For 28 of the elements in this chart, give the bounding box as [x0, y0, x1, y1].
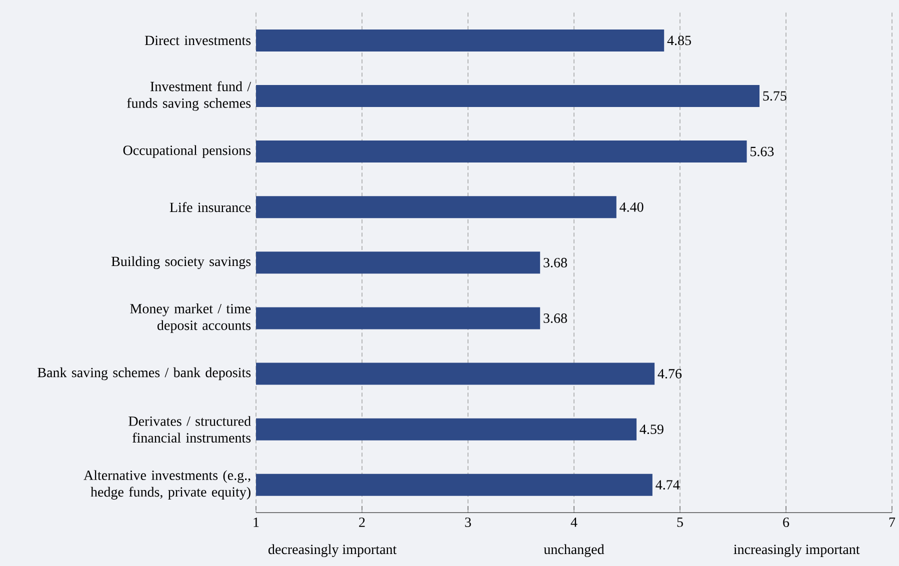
- y-tick-label: Money market / time deposit accounts: [130, 304, 251, 333]
- x-tick-label: 5: [677, 518, 683, 527]
- x-tick-label: 4: [570, 518, 578, 527]
- x-tick-label: 3: [465, 518, 471, 528]
- y-tick-label: Investment fund / funds saving schemes: [127, 81, 252, 111]
- y-tick-label: Life insurance: [170, 202, 251, 212]
- x-tick-label: 2: [359, 518, 365, 527]
- y-tick-label: Occupational pensions: [123, 145, 251, 158]
- y-tick-label: Derivates / structured financial instruments: [128, 416, 251, 443]
- y-tick-label: Alternative investments (e.g., hedge funds, private equity): [84, 470, 250, 500]
- data-label: 4.74: [656, 480, 680, 490]
- y-tick-label: Building society savings: [111, 256, 251, 270]
- data-label: 4.40: [620, 202, 644, 212]
- text: increasingly important: [734, 544, 860, 557]
- data-label: 3.68: [544, 258, 567, 268]
- text: decreasingly important: [268, 544, 397, 557]
- data-label: 5.63: [750, 146, 774, 156]
- x-tick-label: 6: [783, 518, 790, 528]
- data-label: 4.59: [640, 424, 664, 434]
- x-tick-label: 1: [254, 518, 259, 527]
- y-tick-label: Direct investments: [144, 36, 251, 46]
- data-label: 3.68: [544, 313, 567, 323]
- x-tick-label: 7: [889, 518, 896, 527]
- data-label: 5.75: [763, 91, 786, 101]
- y-tick-label: Bank saving schemes / bank deposits: [38, 367, 251, 380]
- data-label: 4.85: [667, 36, 691, 46]
- text: unchanged: [544, 544, 604, 557]
- data-label: 4.76: [658, 369, 682, 378]
